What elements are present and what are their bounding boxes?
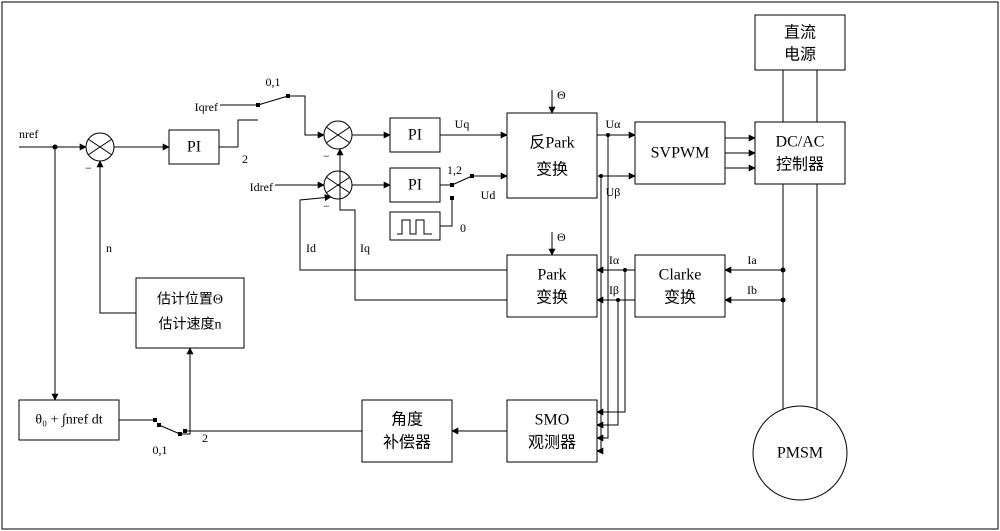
label-ibeta: Iβ [609,283,619,297]
estimator-l2: 估计速度n [159,317,222,333]
block-clarke [635,255,725,317]
wire-ubeta-smo [597,176,601,451]
pmsm-label: PMSM [777,445,823,462]
label-nref: nref [19,127,38,141]
svg-text:−: − [323,149,330,163]
block-pulse [390,212,440,240]
label-ia: Ia [747,253,757,267]
dcac-line2: 控制器 [776,156,824,174]
label-theta-park: Θ [557,230,566,244]
block-park [507,255,597,317]
clarke-l2: 变换 [664,289,696,307]
wire-pulse-sw [440,198,452,226]
label-sw-theta-2: 2 [202,431,208,445]
svg-text:1,2: 1,2 [447,163,462,177]
park-l1: Park [537,267,566,284]
switch-ud: 1,2 [447,163,474,187]
dc-source-line1: 直流 [784,24,816,42]
dcac-line1: DC/AC [776,134,825,151]
wire-sw-sumiq [288,96,324,135]
inv-park-l1: 反Park [529,134,574,152]
smo-l2: 观测器 [528,434,576,452]
block-estimator [136,278,244,348]
block-smo [507,400,597,462]
pi-speed-label: PI [187,139,201,156]
angle-comp-l2: 补偿器 [383,434,431,452]
park-l2: 变换 [536,289,568,307]
label-uq: Uq [455,117,470,131]
label-theta-inv: Θ [557,88,566,102]
inv-park-l2: 变换 [536,161,568,179]
label-ib: Ib [747,283,757,297]
theta0-label: θ₀ + ∫nref dt [35,413,102,428]
smo-l1: SMO [535,412,570,429]
label-ialpha: Iα [609,253,620,267]
svg-text:−: − [85,161,92,175]
clarke-l1: Clarke [659,267,702,284]
wire-pi-sw2 [238,120,258,147]
label-idref: Idref [250,180,273,194]
pi-q-label: PI [408,127,422,144]
label-sw-ud-0: 0 [460,221,466,235]
dc-source-line2: 电源 [784,46,816,64]
estimator-l1: 估计位置Θ [157,292,223,308]
svg-text:0,1: 0,1 [153,443,168,457]
label-id: Id [306,241,316,255]
switch-theta: 0,1 [153,423,183,457]
label-ualpha: Uα [606,117,622,131]
pi-d-label: PI [408,177,422,194]
angle-comp-l1: 角度 [391,411,423,429]
label-n: n [106,241,112,255]
svg-text:0,1: 0,1 [266,75,281,89]
wire-sw-est [180,348,190,434]
svg-text:−: − [323,199,330,213]
label-sw-pi-2: 2 [242,152,248,166]
label-iq: Iq [360,241,370,255]
wire-n-fb [100,161,136,313]
sum-iq: − [323,121,352,163]
switch-iqref: 0,1 [256,75,290,107]
label-iqref: Iqref [195,100,218,114]
block-angle-comp [362,400,452,462]
block-dcac [755,122,845,184]
wire-ualpha-smo [597,135,608,438]
sum-id: − [323,171,352,213]
label-ud: Ud [481,188,496,202]
svpwm-label: SVPWM [651,145,710,162]
block-inv-park [507,113,597,198]
